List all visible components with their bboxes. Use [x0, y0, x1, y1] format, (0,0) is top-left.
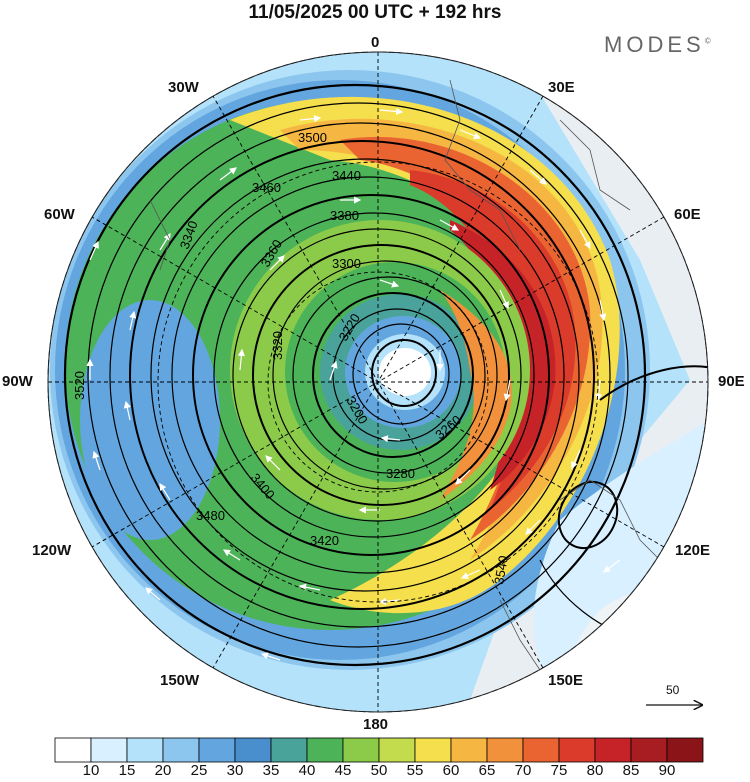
- wind-vectors: [86, 91, 621, 661]
- lon-label-30e: 30E: [548, 79, 575, 96]
- colorbar-tick-label: 65: [478, 762, 496, 779]
- contour-label: 3320: [270, 331, 285, 360]
- colorbar-tick-label: 40: [298, 762, 316, 779]
- lon-label-90w: 90W: [2, 373, 33, 390]
- colorbar-swatch: [54, 737, 92, 763]
- colorbar-tick-label: 85: [622, 762, 640, 779]
- colorbar-tick-label: 15: [118, 762, 136, 779]
- lon-label-60w: 60W: [44, 206, 75, 223]
- colorbar-swatch: [666, 737, 704, 763]
- colorbar-swatch: [126, 737, 164, 763]
- colorbar-swatch: [90, 737, 128, 763]
- height-contours: [63, 83, 708, 667]
- colorbar-swatch: [522, 737, 560, 763]
- contour-label: 3480: [196, 508, 225, 523]
- colorbar: [54, 737, 704, 763]
- colorbar-tick-label: 20: [154, 762, 172, 779]
- colorbar-ticks: 10 15 20 25 30 35 40 45 50 55 60 65 70 75 80 85 90: [0, 762, 750, 780]
- contour-label: 3500: [298, 130, 327, 145]
- colorbar-swatch: [306, 737, 344, 763]
- reference-vector-value: 50: [666, 683, 680, 697]
- lon-label-120w: 120W: [32, 542, 72, 559]
- colorbar-swatch: [270, 737, 308, 763]
- brand-logo: MODES©: [604, 32, 711, 58]
- contour-label: 3300: [332, 256, 361, 271]
- colorbar-tick-label: 60: [442, 762, 460, 779]
- arrow-right-icon: [646, 683, 706, 713]
- colorbar-tick-label: 90: [658, 762, 676, 779]
- contour-label: 3280: [386, 466, 415, 481]
- colorbar-swatch: [198, 737, 236, 763]
- contour-label: 3440: [332, 168, 361, 183]
- colorbar-tick-label: 25: [190, 762, 208, 779]
- colorbar-swatch: [342, 737, 380, 763]
- colorbar-swatch: [234, 737, 272, 763]
- brand-mark: ©: [704, 36, 711, 46]
- colorbar-swatch: [486, 737, 524, 763]
- map-boundary: [47, 51, 709, 713]
- colorbar-swatch: [630, 737, 668, 763]
- colorbar-tick-label: 10: [82, 762, 100, 779]
- contour-label: 3420: [310, 533, 339, 548]
- brand-name: MODES: [604, 32, 705, 57]
- lon-label-120e: 120E: [675, 542, 711, 559]
- colorbar-swatch: [162, 737, 200, 763]
- colorbar-swatch: [558, 737, 596, 763]
- colorbar-tick-label: 70: [514, 762, 532, 779]
- colorbar-tick-label: 35: [262, 762, 280, 779]
- colorbar-swatch: [378, 737, 416, 763]
- colorbar-tick-label: 75: [550, 762, 568, 779]
- reference-vector: 50: [644, 683, 706, 713]
- contour-label: 3380: [330, 208, 359, 223]
- colorbar-swatch: [450, 737, 488, 763]
- lon-label-150e: 150E: [548, 672, 584, 689]
- contour-label: 3520: [72, 371, 87, 400]
- colorbar-tick-label: 50: [370, 762, 388, 779]
- lon-label-0: 0: [371, 34, 380, 51]
- colorbar-swatch: [414, 737, 452, 763]
- colorbar-tick-label: 80: [586, 762, 604, 779]
- contour-label: 3540: [491, 554, 511, 585]
- lon-label-150w: 150W: [160, 672, 200, 689]
- colorbar-tick-label: 55: [406, 762, 424, 779]
- colorbar-tick-label: 30: [226, 762, 244, 779]
- lon-label-180: 180: [363, 716, 389, 733]
- lon-label-90e: 90E: [718, 373, 745, 390]
- colorbar-swatch: [594, 737, 632, 763]
- colorbar-tick-label: 45: [334, 762, 352, 779]
- contour-label: 3460: [252, 180, 281, 195]
- lon-label-60e: 60E: [674, 206, 701, 223]
- page-title: 11/05/2025 00 UTC + 192 hrs: [248, 2, 502, 23]
- lon-label-30w: 30W: [168, 79, 199, 96]
